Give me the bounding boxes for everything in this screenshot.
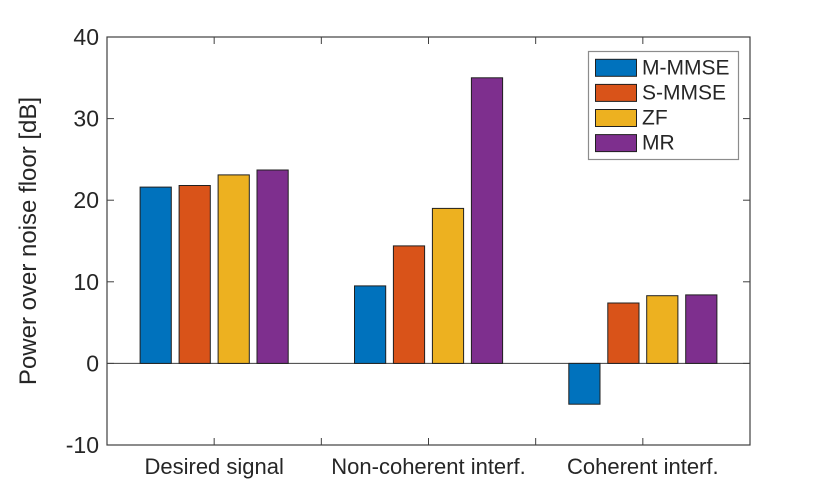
legend-swatch-m-mmse	[595, 58, 637, 77]
bar-s-mmse-2	[392, 245, 426, 364]
y-tick-label: -10	[66, 432, 99, 458]
y-tick-label: 20	[73, 187, 99, 213]
y-tick-label: 0	[86, 350, 99, 376]
bars-layer	[139, 77, 718, 405]
y-tick-label: 10	[73, 269, 99, 295]
bar-zf-1	[217, 174, 250, 364]
bar-m-mmse-2	[354, 285, 387, 364]
legend-swatch-s-mmse	[595, 83, 637, 102]
legend-swatch-mr	[595, 134, 637, 153]
category-label-coherent-interf: Coherent interf.	[567, 454, 719, 479]
bar-mr-1	[256, 169, 289, 364]
bar-m-mmse-3	[568, 362, 601, 405]
y-axis-tick-labels: 40 30 20 10 0 -10	[66, 24, 99, 458]
legend-swatch-zf	[595, 109, 637, 127]
x-axis-category-labels: Desired signal Non-coherent interf. Cohe…	[144, 454, 718, 479]
legend: M-MMSE S-MMSE ZF MR	[587, 50, 740, 161]
legend-label-mr: MR	[642, 132, 675, 155]
legend-label-m-mmse: M-MMSE	[642, 56, 730, 79]
bar-zf-2	[431, 207, 465, 364]
bar-s-mmse-1	[178, 185, 211, 364]
legend-item: M-MMSE	[595, 56, 730, 79]
bar-zf-3	[646, 295, 679, 364]
bar-mr-2	[470, 77, 504, 364]
legend-item: MR	[595, 132, 675, 155]
y-tick-label: 30	[73, 106, 99, 132]
y-tick-label: 40	[73, 24, 99, 50]
y-axis-label: Power over noise floor [dB]	[15, 97, 42, 385]
axis-box-layer	[106, 36, 751, 446]
bar-m-mmse-1	[139, 186, 172, 364]
legend-item: ZF	[595, 107, 668, 130]
bar-mr-3	[685, 294, 718, 364]
category-label-desired-signal: Desired signal	[144, 454, 283, 479]
legend-label-zf: ZF	[642, 107, 668, 130]
axis-box	[106, 36, 751, 446]
category-label-non-coherent-interf: Non-coherent interf.	[331, 454, 525, 479]
bar-s-mmse-3	[607, 302, 640, 364]
legend-item: S-MMSE	[595, 81, 726, 104]
legend-label-s-mmse: S-MMSE	[642, 81, 726, 104]
